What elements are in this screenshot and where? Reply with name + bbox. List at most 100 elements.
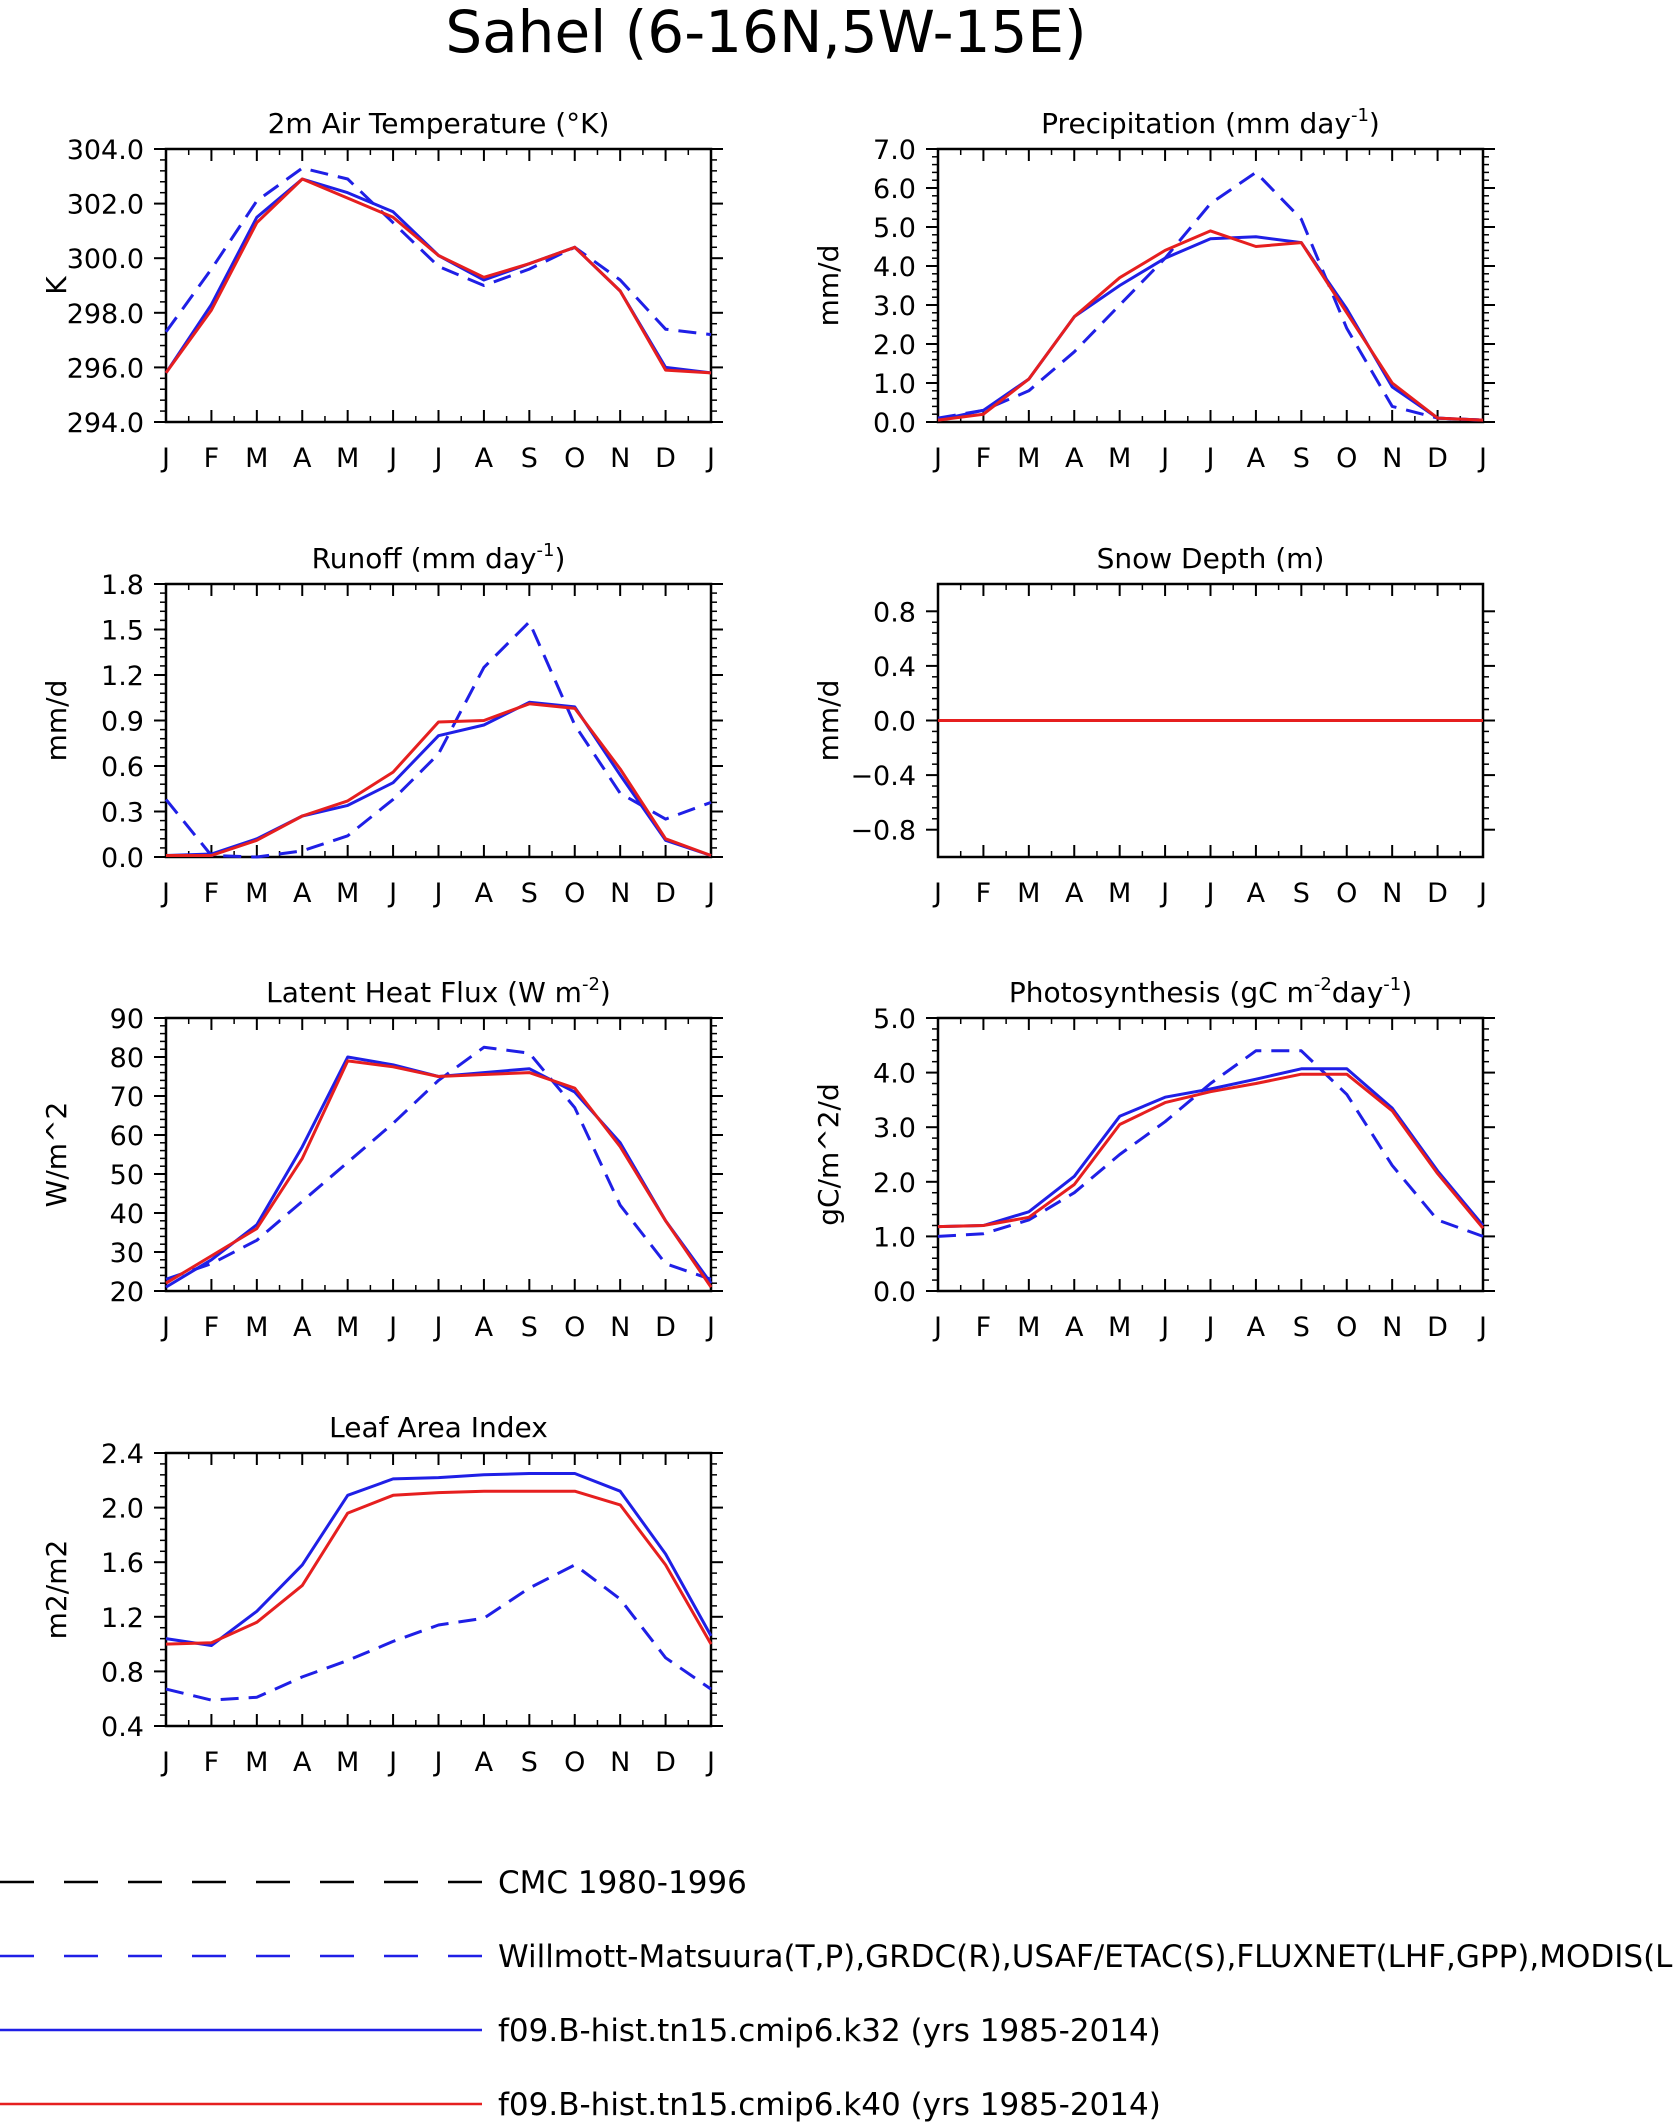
y-tick-label: 1.8 (101, 570, 144, 601)
x-tick-label: J (1205, 878, 1215, 909)
y-tick-label: 0.4 (873, 652, 916, 683)
panel-title: Photosynthesis (gC m-2day-1) (1009, 974, 1412, 1009)
y-tick-label: 2.0 (873, 330, 916, 361)
series-line-model-k40 (165, 1059, 713, 1288)
y-tick-label: 304.0 (67, 135, 144, 166)
y-tick-label: 1.0 (873, 369, 916, 400)
x-tick-label: A (1065, 443, 1084, 474)
y-tick-label: 4.0 (873, 252, 916, 283)
x-tick-label: A (293, 1312, 312, 1343)
y-tick-label: 2.0 (101, 1494, 144, 1525)
x-tick-label: J (1477, 443, 1487, 474)
x-tick-label: M (245, 1747, 268, 1778)
x-tick-label: J (1477, 878, 1487, 909)
x-tick-label: A (293, 1747, 312, 1778)
x-tick-label: J (1477, 1312, 1487, 1343)
x-tick-label: M (245, 1312, 268, 1343)
legend-label: Willmott-Matsuura(T,P),GRDC(R),USAF/ETAC… (498, 1939, 1673, 1975)
x-tick-label: O (564, 1312, 585, 1343)
x-tick-label: J (160, 1312, 170, 1343)
x-tick-label: S (521, 443, 538, 474)
x-tick-label: J (160, 1747, 170, 1778)
y-tick-label: 1.6 (101, 1548, 144, 1579)
x-tick-label: J (932, 443, 942, 474)
y-tick-label: 1.0 (873, 1222, 916, 1253)
x-tick-label: D (655, 443, 676, 474)
y-tick-label: 0.8 (101, 1657, 144, 1688)
x-tick-label: F (976, 443, 992, 474)
x-tick-label: J (160, 878, 170, 909)
x-tick-label: N (610, 1312, 630, 1343)
y-tick-label: 0.4 (101, 1712, 144, 1743)
y-tick-label: 90 (110, 1004, 144, 1035)
x-tick-label: M (1017, 878, 1040, 909)
x-tick-label: J (1159, 1312, 1169, 1343)
series-line-model-k40 (937, 1072, 1485, 1230)
y-tick-label: 0.3 (101, 798, 144, 829)
series-line-observed (164, 620, 712, 859)
y-tick-label: 0.8 (873, 597, 916, 628)
y-tick-label: 5.0 (873, 213, 916, 244)
panel-title: Snow Depth (m) (1097, 542, 1325, 575)
plot-frame (164, 1016, 713, 1293)
x-tick-label: A (293, 878, 312, 909)
x-tick-label: O (1336, 878, 1357, 909)
chart-panel-2: Precipitation (mm day-1)mm/dJ F M A M J J A S O N D… (812, 105, 1495, 474)
x-tick-label: J (387, 878, 397, 909)
x-tick-label: F (204, 443, 220, 474)
y-tick-label: 70 (110, 1082, 144, 1113)
x-tick-label: J (433, 878, 443, 909)
x-tick-label: A (475, 878, 494, 909)
y-axis-label: gC/m^2/d (812, 1083, 845, 1226)
x-tick-label: O (564, 878, 585, 909)
x-tick-label: S (521, 878, 538, 909)
x-tick-label: N (610, 443, 630, 474)
y-tick-label: 5.0 (873, 1004, 916, 1035)
x-tick-label: F (976, 878, 992, 909)
x-tick-label: S (521, 1312, 538, 1343)
x-tick-label: A (1065, 1312, 1084, 1343)
x-tick-label: J (1159, 878, 1169, 909)
x-tick-label: M (1108, 878, 1131, 909)
x-tick-label: M (245, 878, 268, 909)
y-tick-label: 0.0 (873, 1277, 916, 1308)
y-tick-label: 1.2 (101, 661, 144, 692)
x-tick-label: J (932, 1312, 942, 1343)
x-tick-label: O (1336, 1312, 1357, 1343)
y-tick-label: 0.0 (101, 843, 144, 874)
y-axis-label: mm/d (812, 245, 845, 327)
legend-label: f09.B-hist.tn15.cmip6.k40 (yrs 1985-2014… (498, 2087, 1161, 2123)
x-tick-label: N (1382, 1312, 1402, 1343)
chart-panel-3: Runoff (mm day-1)mm/dJ F M A M J J A S O N D J0.00.3… (40, 540, 723, 909)
series-line-model-k32 (937, 1067, 1485, 1229)
x-tick-label: J (1159, 443, 1169, 474)
y-tick-label: 2.4 (101, 1439, 144, 1470)
y-tick-label: 296.0 (67, 353, 144, 384)
x-tick-label: O (1336, 443, 1357, 474)
y-axis-label: mm/d (40, 680, 73, 762)
y-tick-label: 0.0 (873, 707, 916, 738)
x-tick-label: J (387, 443, 397, 474)
x-tick-label: J (705, 878, 715, 909)
y-tick-label: 302.0 (67, 190, 144, 221)
x-tick-label: J (1205, 443, 1215, 474)
legend-label: CMC 1980-1996 (498, 1865, 747, 1901)
x-tick-label: M (336, 443, 359, 474)
x-tick-label: F (204, 878, 220, 909)
chart-panels: 2m Air Temperature (°K)KJ F M A M J J A S O N D J294… (40, 105, 1495, 1778)
y-tick-label: 30 (110, 1238, 144, 1269)
y-tick-label: 300.0 (67, 244, 144, 275)
x-tick-label: A (475, 1312, 494, 1343)
x-tick-label: J (705, 1747, 715, 1778)
x-tick-label: N (1382, 878, 1402, 909)
x-tick-label: J (387, 1747, 397, 1778)
x-tick-label: N (610, 878, 630, 909)
chart-panel-4: Snow Depth (m)mm/dJ F M A M J J A S O N D J−0.8−0.40… (812, 542, 1495, 909)
x-tick-label: S (1293, 443, 1310, 474)
x-tick-label: D (1427, 443, 1448, 474)
panel-title: Runoff (mm day-1) (312, 540, 566, 575)
y-axis-label: K (40, 276, 73, 295)
x-tick-label: A (1247, 1312, 1266, 1343)
